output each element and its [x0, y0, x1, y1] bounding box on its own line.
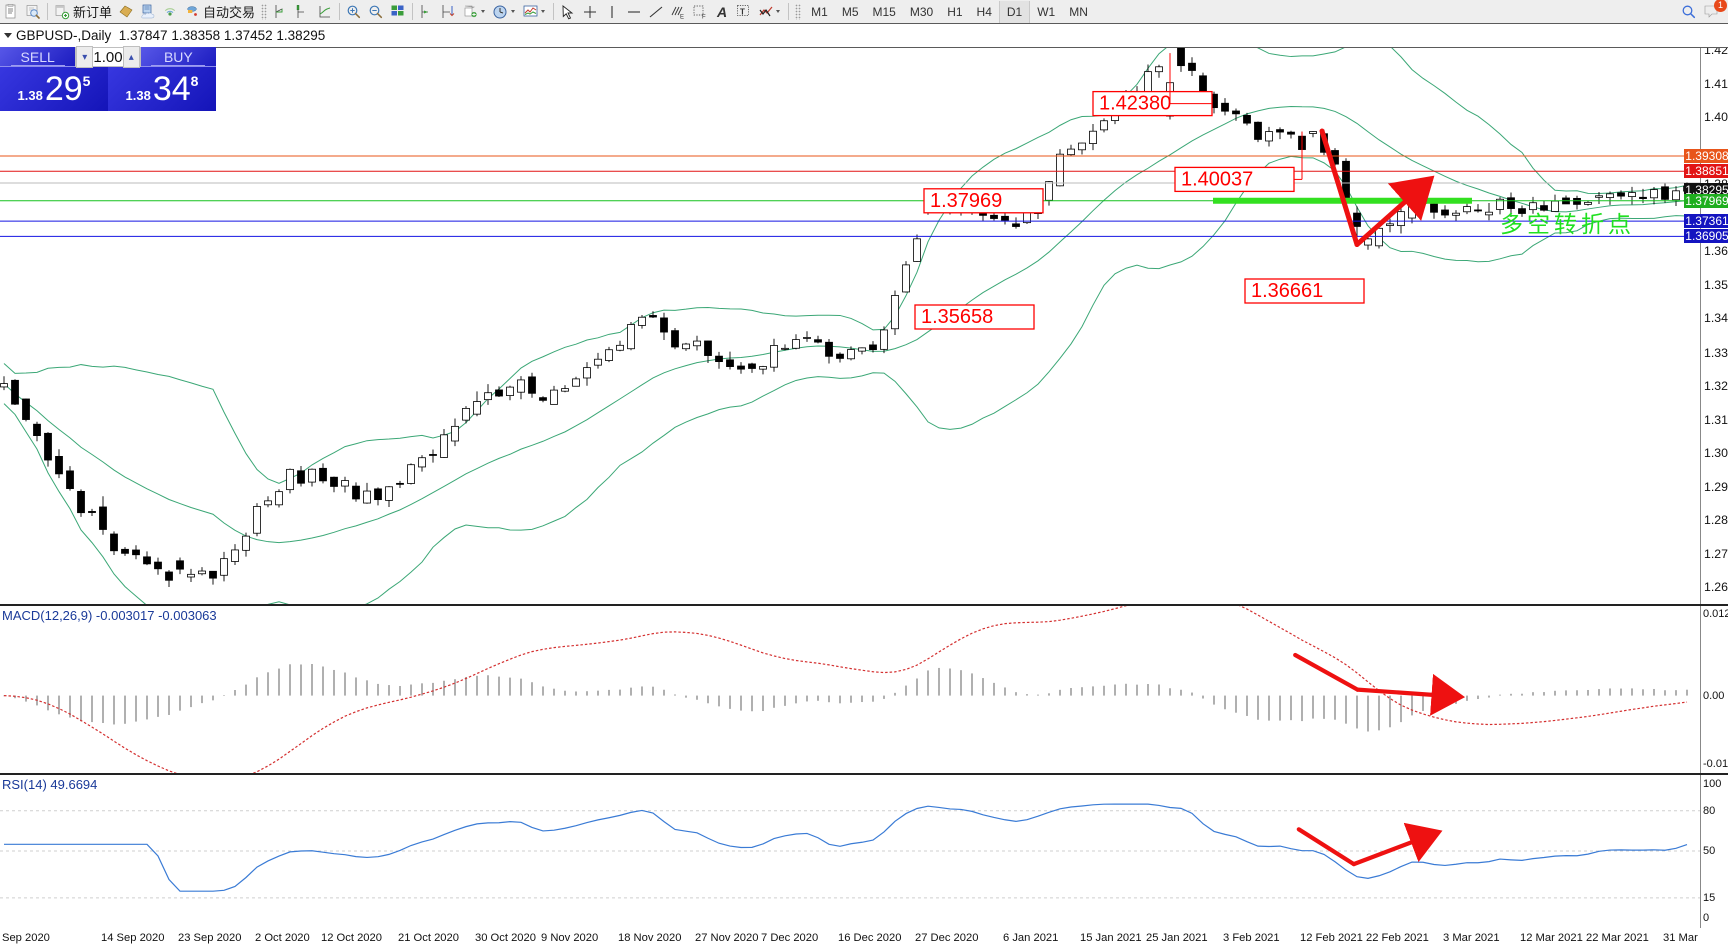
- svg-text:E: E: [680, 14, 684, 20]
- svg-text:1.35658: 1.35658: [921, 306, 993, 328]
- svg-text:1.40037: 1.40037: [1181, 168, 1253, 190]
- svg-text:T: T: [740, 7, 745, 16]
- svg-text:F: F: [702, 14, 706, 20]
- svg-text:1.36661: 1.36661: [1251, 280, 1323, 302]
- svg-text:1.37969: 1.37969: [930, 190, 1002, 212]
- svg-text:1.42380: 1.42380: [1099, 93, 1171, 115]
